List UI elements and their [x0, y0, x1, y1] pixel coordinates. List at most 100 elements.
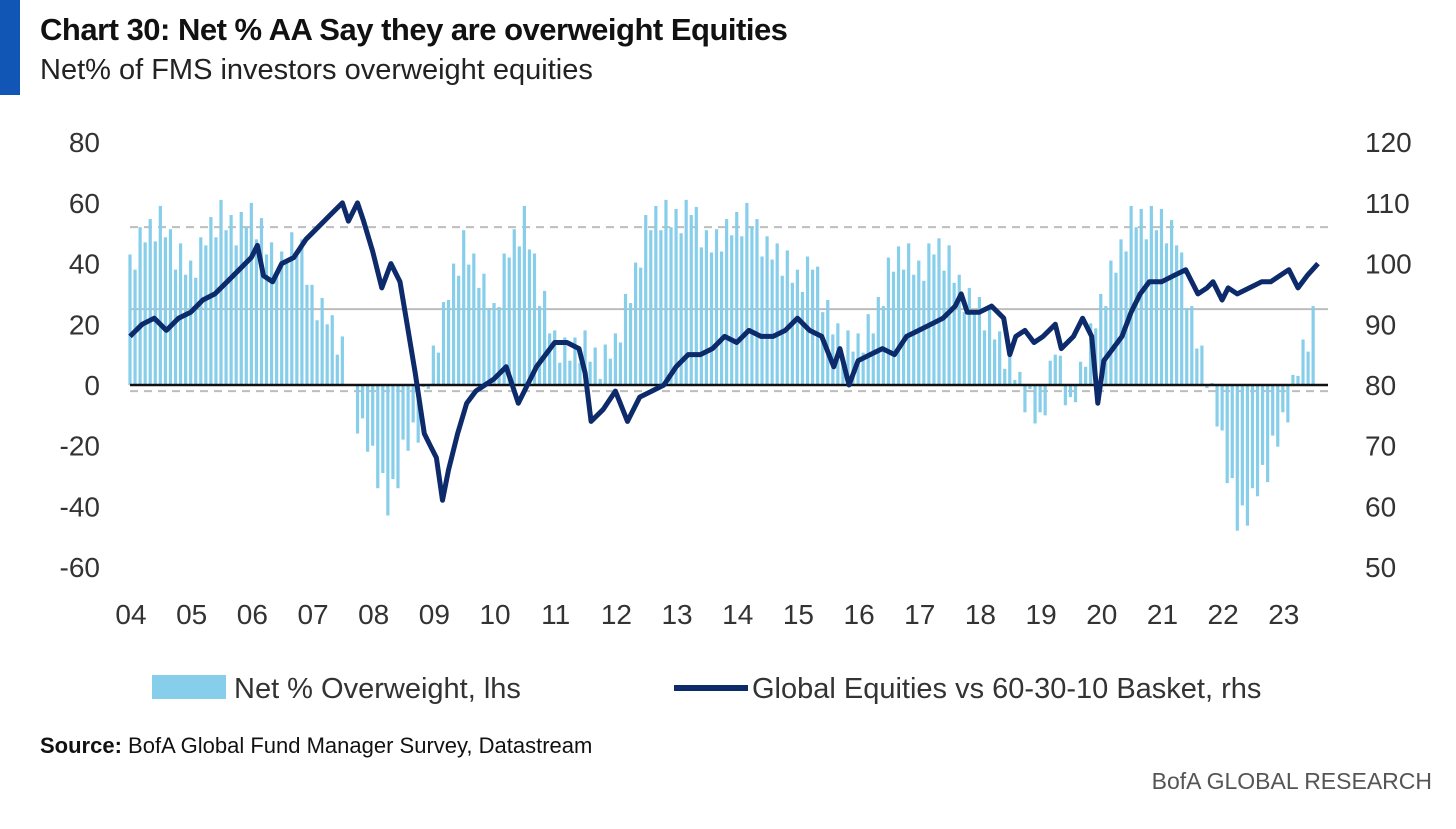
bar — [548, 333, 552, 385]
bar — [224, 230, 228, 385]
x-tick-label: 06 — [237, 599, 268, 630]
bar — [1195, 348, 1199, 385]
bar — [962, 312, 966, 385]
bar — [1084, 366, 1088, 385]
bar — [760, 256, 764, 385]
bar — [315, 320, 319, 385]
bar — [876, 296, 880, 385]
bar — [1240, 385, 1244, 506]
bar — [1028, 385, 1032, 390]
bar — [1063, 385, 1067, 406]
bar — [927, 243, 931, 385]
bar — [1250, 385, 1255, 489]
bar — [674, 208, 678, 385]
x-tick-label: 13 — [661, 599, 692, 630]
x-tick-label: 14 — [722, 599, 753, 630]
bar — [376, 385, 380, 489]
bar — [446, 300, 451, 385]
x-tick-label: 05 — [176, 599, 207, 630]
bar — [553, 330, 557, 385]
x-tick-label: 10 — [479, 599, 510, 630]
bar — [1003, 368, 1007, 385]
bar — [477, 287, 481, 385]
bar — [194, 277, 198, 385]
bar — [467, 264, 471, 385]
legend: Net % Overweight, lhs Global Equities vs… — [152, 673, 1261, 705]
bar — [1255, 385, 1260, 497]
bar — [1058, 355, 1062, 385]
bar — [740, 236, 744, 385]
bar — [1104, 306, 1108, 385]
bar — [259, 218, 264, 385]
bar — [669, 227, 673, 385]
bar — [901, 269, 906, 385]
bar — [583, 330, 587, 385]
bar — [517, 246, 521, 385]
bar — [416, 385, 420, 443]
bar — [269, 242, 274, 385]
bar — [386, 385, 390, 516]
bar — [679, 233, 683, 385]
bar — [821, 312, 825, 385]
bar — [1281, 385, 1285, 413]
left-tick-label: 20 — [69, 309, 100, 340]
bar — [1023, 385, 1027, 413]
bar — [871, 333, 875, 385]
bar — [1260, 385, 1265, 465]
bar — [957, 274, 961, 385]
bar — [502, 253, 506, 385]
bar — [755, 219, 759, 385]
x-tick-label: 11 — [541, 599, 570, 630]
bar — [841, 357, 845, 385]
bar — [618, 342, 623, 385]
bar — [325, 324, 329, 385]
bar — [775, 243, 779, 385]
bar — [709, 252, 714, 385]
bar — [472, 253, 476, 385]
line-series — [128, 200, 1320, 503]
bar — [138, 227, 142, 385]
bar — [623, 293, 628, 385]
bar — [330, 315, 334, 385]
bar — [816, 266, 820, 385]
bar — [1114, 272, 1118, 385]
bar — [148, 219, 152, 385]
bar — [1220, 385, 1224, 431]
bar — [173, 269, 178, 385]
bar — [532, 253, 537, 385]
bar — [482, 273, 486, 385]
bar — [1008, 348, 1012, 385]
bar — [639, 267, 643, 385]
legend-line-label: Global Equities vs 60-30-10 Basket, rhs — [752, 673, 1261, 705]
right-tick-label: 80 — [1365, 370, 1396, 401]
chart-title: Chart 30: Net % AA Say they are overweig… — [40, 12, 788, 47]
bar — [492, 303, 496, 385]
bar — [1190, 306, 1194, 385]
bar — [1301, 339, 1305, 385]
bar — [451, 263, 456, 385]
bar — [568, 360, 572, 385]
bar — [391, 385, 395, 480]
bar — [522, 205, 526, 385]
bar — [340, 336, 344, 385]
bar — [1048, 360, 1052, 385]
bar — [765, 236, 769, 385]
bar — [795, 269, 800, 385]
bar — [355, 385, 360, 434]
bar — [371, 385, 375, 446]
bar — [128, 254, 132, 385]
bar — [158, 205, 162, 385]
bar — [1266, 385, 1270, 483]
bar — [1109, 260, 1113, 385]
bar — [689, 215, 693, 385]
x-tick-label: 04 — [115, 599, 146, 630]
bar — [305, 284, 309, 385]
source-text: BofA Global Fund Manager Survey, Datastr… — [128, 733, 593, 758]
bar — [932, 254, 936, 385]
bar — [300, 239, 304, 385]
bar — [1200, 345, 1204, 385]
bar — [907, 243, 911, 385]
left-tick-label: 0 — [84, 370, 100, 401]
bar — [563, 337, 567, 385]
bar — [805, 256, 810, 385]
